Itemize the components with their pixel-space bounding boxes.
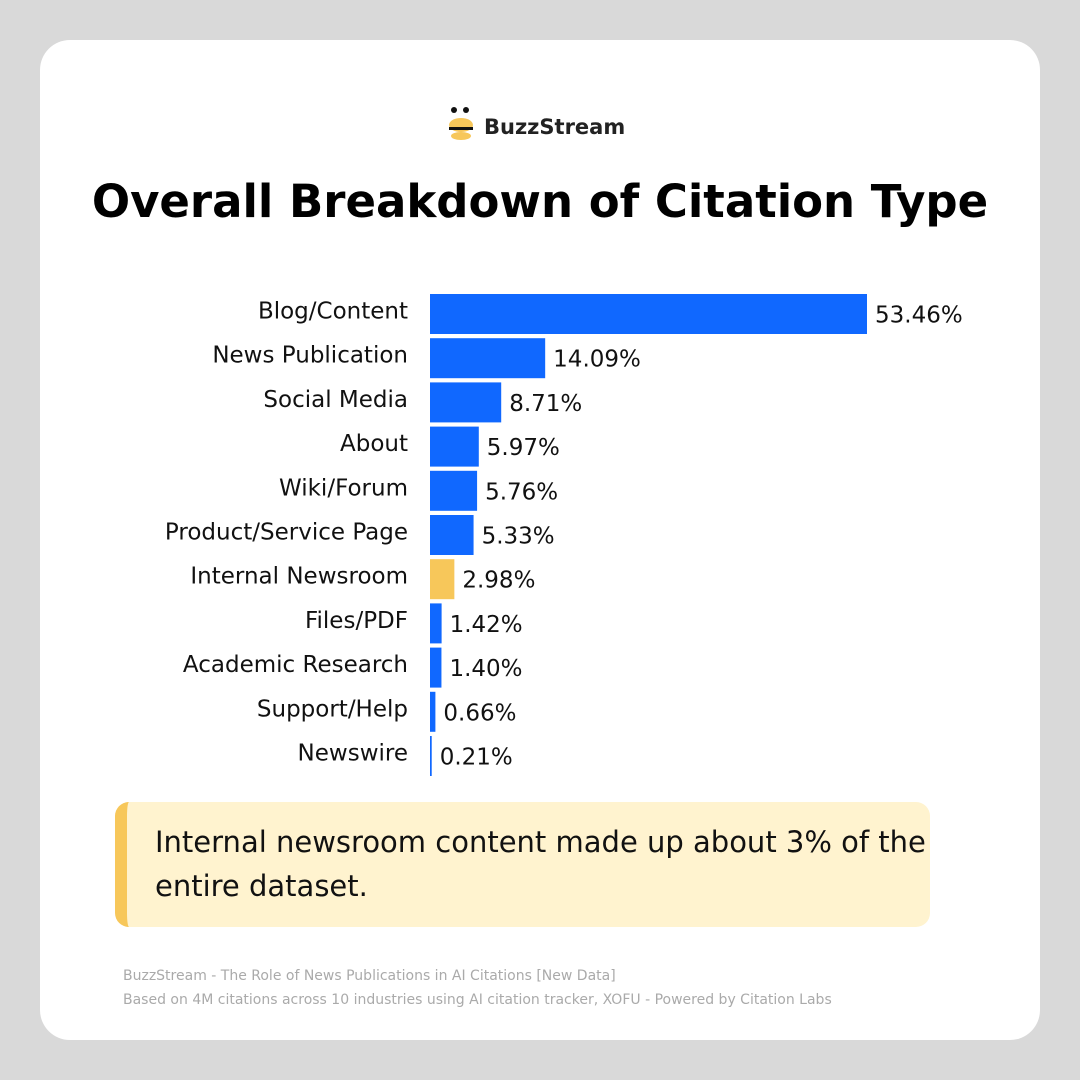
bar [430, 470, 478, 511]
bar [430, 515, 474, 555]
bar [430, 736, 432, 776]
value-label: 2.98% [462, 568, 535, 594]
value-label: 5.76% [485, 479, 558, 505]
value-label: 1.40% [449, 656, 522, 682]
chart-title: Overall Breakdown of Citation Type [92, 175, 988, 228]
category-label: Blog/Content [258, 299, 408, 325]
bar [430, 691, 436, 732]
category-label: Wiki/Forum [279, 475, 408, 501]
bar [430, 426, 479, 467]
category-label: Product/Service Page [165, 520, 408, 546]
bar [430, 338, 546, 379]
category-label: News Publication [212, 343, 408, 369]
bar [430, 294, 867, 334]
category-label: Files/PDF [305, 608, 408, 634]
category-label: Academic Research [183, 652, 408, 678]
value-label: 0.66% [443, 700, 516, 726]
category-label: Internal Newsroom [190, 564, 408, 590]
category-label: Support/Help [257, 696, 408, 722]
footer-note: Based on 4M citations across 10 industri… [123, 992, 832, 1008]
value-label: 53.46% [875, 303, 963, 329]
category-label: Social Media [263, 387, 408, 413]
bar [430, 382, 502, 423]
value-label: 1.42% [450, 612, 523, 638]
callout: Internal newsroom content made up about … [115, 802, 930, 927]
value-label: 14.09% [553, 347, 641, 373]
value-label: 0.21% [440, 745, 513, 771]
category-label: Newswire [298, 741, 408, 767]
category-label: About [340, 431, 408, 457]
logo-icon [449, 107, 473, 140]
value-label: 5.33% [482, 524, 555, 550]
bar [430, 559, 455, 600]
footer-note: BuzzStream - The Role of News Publicatio… [123, 968, 616, 984]
bar [430, 603, 442, 644]
value-label: 5.97% [487, 435, 560, 461]
value-label: 8.71% [509, 391, 582, 417]
bar [430, 647, 442, 688]
brand: BuzzStream [484, 115, 625, 139]
